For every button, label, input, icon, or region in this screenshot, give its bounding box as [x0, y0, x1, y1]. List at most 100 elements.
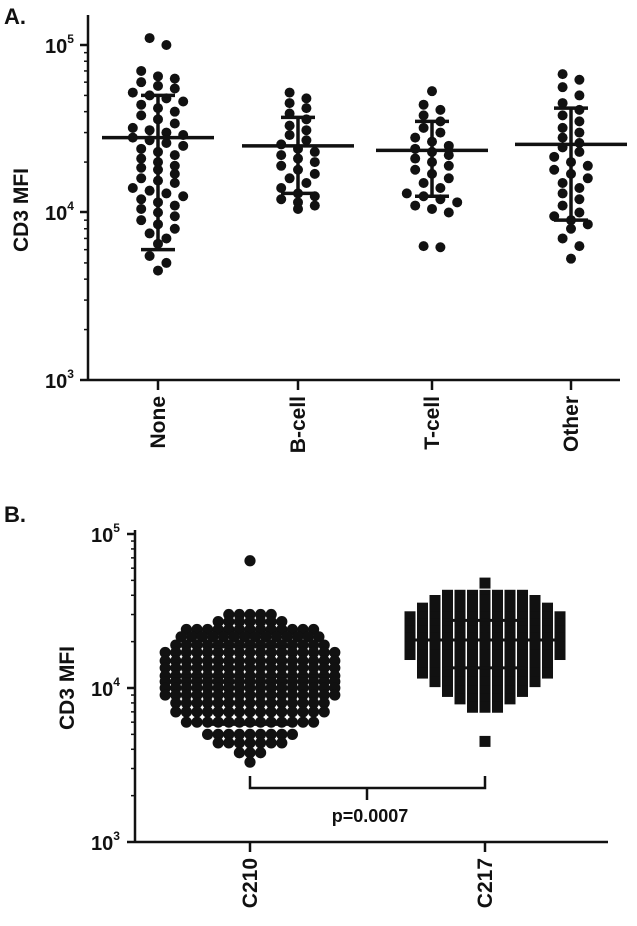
panel-a-point-b-cell — [276, 194, 287, 205]
panel-b-point-c217 — [479, 676, 491, 688]
panel-b-point-c210 — [202, 689, 214, 701]
panel-a-point-t-cell — [435, 104, 446, 115]
panel-b-point-c210 — [212, 689, 224, 701]
panel-b-point-c210 — [265, 689, 277, 701]
panel-a-point-b-cell — [301, 135, 312, 146]
panel-a-x-label-b-cell: B-cell — [287, 396, 310, 453]
panel-a-point-t-cell — [410, 132, 421, 143]
panel-a-point-other — [574, 207, 585, 218]
panel-a-point-none — [161, 127, 172, 138]
panel-a-point-none — [169, 168, 180, 179]
panel-a-point-other — [574, 74, 585, 85]
panel-b-point-c210 — [202, 706, 214, 718]
panel-a-point-none — [169, 178, 180, 189]
panel-a-point-other — [574, 146, 585, 157]
panel-b-point-c210 — [308, 646, 320, 659]
panel-b-point-c217 — [529, 625, 541, 637]
panel-b-point-c217 — [542, 667, 553, 679]
panel-b-point-c210 — [228, 631, 240, 643]
panel-b-point-c217 — [504, 649, 516, 661]
panel-b-data-points — [159, 555, 566, 768]
panel-b-point-c217 — [454, 693, 466, 705]
panel-b-point-c217 — [492, 667, 503, 679]
panel-b-point-c217 — [504, 693, 516, 705]
panel-b-point-c217 — [467, 649, 478, 661]
panel-b-point-c217 — [529, 641, 541, 653]
panel-a-point-other — [574, 116, 585, 127]
panel-b-point-c217 — [467, 685, 478, 697]
panel-b-point-c210 — [249, 631, 261, 643]
panel-b-point-c217 — [504, 602, 516, 614]
panel-b-point-c217 — [492, 618, 503, 630]
panel-a-y-minor-ticks — [84, 51, 88, 331]
panel-b-point-c217 — [404, 632, 416, 644]
panel-b-point-c217 — [467, 693, 478, 705]
panel-a-point-none — [153, 265, 163, 276]
panel-b-point-c210 — [276, 689, 288, 701]
panel-b-x-label-c217: C217 — [474, 858, 497, 908]
panel-b-point-c217 — [429, 618, 441, 630]
panel-b-point-c210 — [308, 689, 320, 701]
panel-a-point-t-cell — [418, 110, 429, 121]
panel-b-point-c210 — [308, 697, 320, 709]
panel-a-point-b-cell — [301, 125, 312, 136]
panel-b-point-c217 — [442, 594, 453, 606]
panel-a-point-none — [153, 71, 163, 82]
panel-b-point-c217 — [454, 611, 466, 623]
panel-b-point-c217 — [529, 676, 541, 688]
panel-a-point-other — [574, 194, 585, 205]
panel-b-point-c217 — [517, 676, 528, 688]
panel-b-point-c217 — [442, 657, 453, 669]
panel-b-point-c217 — [417, 632, 428, 644]
panel-b-point-c210 — [233, 697, 245, 709]
panel-b-point-c217 — [467, 602, 478, 614]
panel-a-point-other — [557, 122, 568, 133]
panel-b-point-c217 — [467, 676, 478, 688]
panel-b-point-c217 — [417, 618, 428, 630]
panel-b-point-c210 — [212, 615, 224, 628]
panel-b-point-c217 — [442, 625, 453, 637]
panel-b-point-c210 — [212, 737, 224, 749]
panel-a-point-b-cell — [301, 93, 312, 104]
panel-b-point-c217 — [492, 685, 503, 697]
panel-b-point-c217 — [542, 611, 553, 623]
panel-a-point-b-cell — [309, 168, 320, 179]
panel-b-point-c210 — [276, 646, 288, 659]
panel-b-point-c217 — [467, 625, 478, 637]
panel-b-point-c217 — [504, 657, 516, 669]
panel-b-point-c217 — [492, 611, 503, 623]
panel-a-point-other — [574, 90, 585, 101]
panel-b-point-c217 — [554, 611, 566, 623]
panel-b-point-c217 — [479, 611, 491, 623]
panel-b-point-c217 — [492, 676, 503, 688]
panel-b-point-c210 — [159, 662, 171, 674]
panel-b-point-c217 — [517, 649, 528, 661]
panel-b-y-tick-label-1e3: 103 — [91, 829, 120, 855]
panel-a-point-t-cell — [443, 173, 454, 184]
panel-b-point-c217 — [404, 649, 416, 661]
panel-a-point-other — [557, 98, 568, 109]
panel-b-point-c210 — [223, 662, 235, 674]
panel-b-point-c210 — [318, 697, 330, 709]
panel-a-point-b-cell — [276, 150, 287, 161]
panel-a-point-none — [161, 188, 172, 199]
panel-b-point-c210 — [270, 631, 283, 643]
panel-b: B. CD3 MFI 105 104 103 C210 C217 p=0.000… — [4, 502, 608, 908]
panel-a-point-none — [169, 223, 180, 234]
panel-a-point-none — [178, 191, 189, 202]
panel-a-point-other — [574, 183, 585, 194]
panel-b-point-c210 — [202, 646, 214, 659]
panel-a-point-none — [169, 211, 180, 222]
panel-b-point-c217 — [417, 657, 428, 669]
panel-b-point-c210 — [318, 646, 330, 659]
panel-b-point-c210 — [212, 646, 224, 659]
panel-b-point-c217 — [529, 602, 541, 614]
panel-b-point-c210 — [276, 706, 288, 718]
panel-a-point-b-cell — [301, 178, 312, 189]
panel-b-point-c210 — [255, 662, 267, 674]
panel-b-point-c210 — [191, 697, 203, 709]
panel-a: A. CD3 MFI 105 104 103 None B-cell T-cel… — [4, 4, 627, 453]
panel-a-point-none — [127, 87, 138, 98]
panel-a-label: A. — [4, 4, 26, 29]
